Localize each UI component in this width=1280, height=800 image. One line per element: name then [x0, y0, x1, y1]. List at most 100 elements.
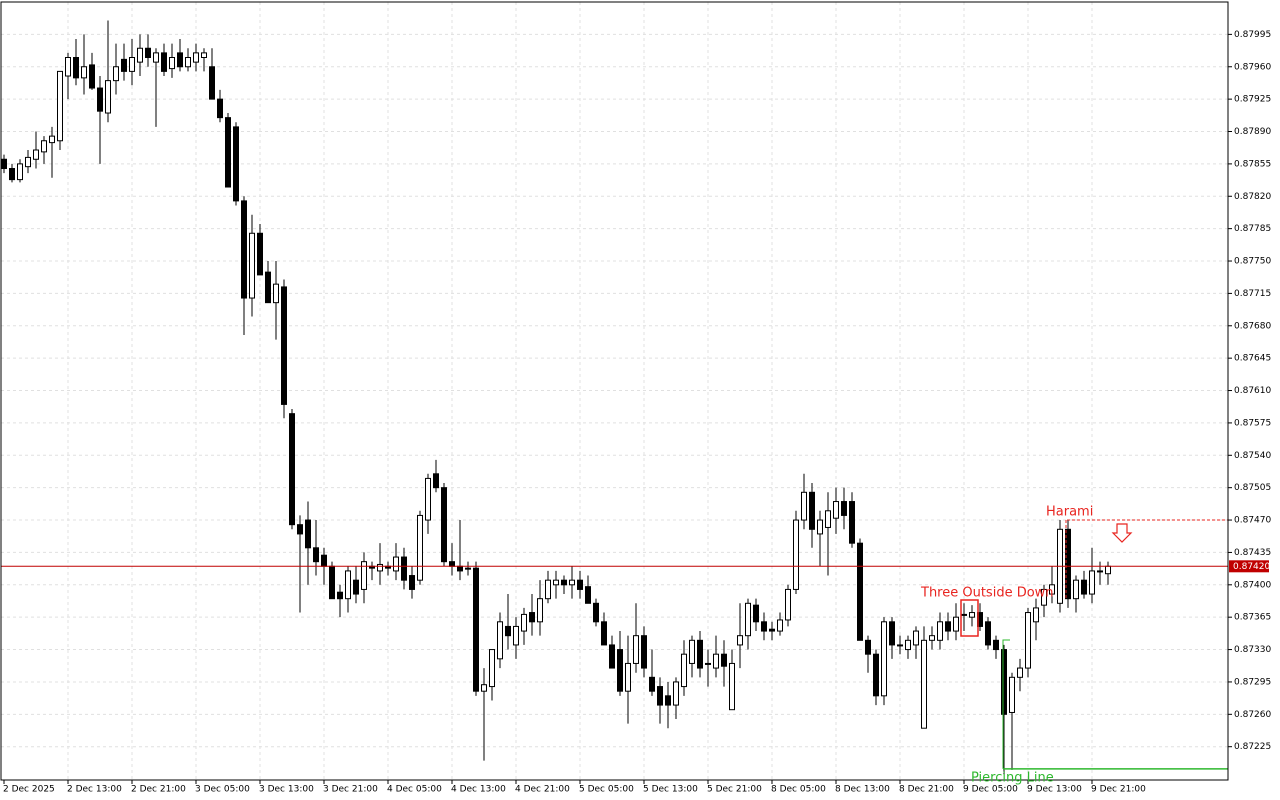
candle-body [433, 473, 439, 489]
x-tick-label: 9 Dec 13:00 [1027, 785, 1082, 795]
candle-body [1049, 584, 1055, 595]
candle-body [257, 232, 263, 276]
x-tick-label: 5 Dec 13:00 [643, 785, 698, 795]
overlays [1, 519, 1228, 770]
candle-body [897, 644, 903, 647]
candle-body [577, 579, 583, 590]
x-tick-label: 8 Dec 13:00 [835, 785, 890, 795]
candle-body [353, 579, 359, 595]
last-price-label: 0.87420 [1233, 562, 1270, 572]
candle-body [265, 271, 271, 304]
y-tick-label: 0.87435 [1234, 548, 1271, 558]
y-tick-label: 0.87995 [1234, 30, 1271, 40]
candle-body [569, 579, 575, 586]
x-tick-label: 9 Dec 05:00 [963, 785, 1018, 795]
candle-body [985, 621, 991, 646]
candle-body [625, 662, 631, 692]
candle-body [1017, 667, 1023, 678]
candle-body [193, 52, 199, 63]
candle-body [529, 612, 535, 623]
candle-body [841, 501, 847, 516]
candle-body [273, 283, 279, 304]
y-tick-label: 0.87540 [1234, 451, 1271, 461]
candle-body [505, 625, 511, 637]
y-tick-label: 0.87925 [1234, 95, 1271, 105]
grid [1, 2, 1232, 784]
candle-body [641, 635, 647, 669]
candle-body [65, 57, 71, 77]
x-tick-label: 9 Dec 21:00 [1091, 785, 1146, 795]
candle-body [865, 639, 871, 655]
candle-body [1009, 676, 1015, 713]
piercing-line-label: Piercing Line [971, 771, 1054, 786]
candle-body [945, 621, 951, 632]
x-tick-label: 4 Dec 13:00 [451, 785, 506, 795]
candle-body [585, 586, 591, 604]
candle-body [633, 635, 639, 664]
candle-body [761, 621, 767, 632]
candle-body [1081, 579, 1087, 595]
candle-body [281, 286, 287, 405]
candle-body [209, 66, 215, 100]
y-tick-label: 0.87470 [1234, 516, 1271, 526]
candle-body [297, 524, 303, 535]
candle-body [825, 510, 831, 528]
piercing-bracket [1002, 639, 1010, 769]
candle-body [545, 579, 551, 600]
candle-body [705, 662, 711, 665]
candle-body [345, 570, 351, 600]
candle-body [673, 681, 679, 706]
x-tick-label: 2 Dec 13:00 [67, 785, 122, 795]
candle-body [113, 66, 119, 82]
candle-body [233, 126, 239, 202]
candle-body [481, 684, 487, 692]
x-tick-label: 2 Dec 2025 [3, 785, 55, 795]
x-tick-label: 4 Dec 21:00 [515, 785, 570, 795]
candle-body [921, 639, 927, 729]
candle-body [313, 547, 319, 563]
candle-body [593, 602, 599, 623]
candle-body [929, 635, 935, 641]
candle-body [689, 639, 695, 664]
y-tick-label: 0.87750 [1234, 257, 1271, 267]
harami-label: Harami [1046, 505, 1093, 520]
candle-body [105, 80, 111, 114]
candle-body [745, 602, 751, 637]
candle-body [785, 588, 791, 621]
candle-body [1, 158, 7, 170]
y-tick-label: 0.87260 [1234, 710, 1271, 720]
y-tick-label: 0.87680 [1234, 321, 1271, 331]
candle-body [361, 561, 367, 590]
candles [1, 20, 1111, 775]
candle-body [249, 232, 255, 299]
candle-body [905, 639, 911, 651]
candle-body [289, 413, 295, 526]
x-tick-label: 3 Dec 21:00 [323, 785, 378, 795]
candle-body [937, 621, 943, 641]
x-tick-label: 4 Dec 05:00 [387, 785, 442, 795]
x-tick-label: 2 Dec 21:00 [131, 785, 186, 795]
candle-body [129, 57, 135, 72]
candle-body [145, 47, 151, 59]
y-tick-label: 0.87785 [1234, 224, 1271, 234]
candle-body [881, 621, 887, 697]
y-tick-label: 0.87400 [1234, 580, 1271, 590]
x-tick-label: 8 Dec 05:00 [771, 785, 826, 795]
candle-body [81, 66, 87, 79]
candle-body [609, 644, 615, 669]
y-tick-label: 0.87960 [1234, 62, 1271, 72]
candle-body [57, 70, 63, 142]
candle-body [41, 140, 47, 153]
candle-body [401, 556, 407, 581]
candle-body [889, 621, 895, 646]
candle-body [121, 58, 127, 72]
candle-body [169, 57, 175, 70]
candle-body [1105, 565, 1111, 575]
candle-body [809, 491, 815, 530]
candle-body [1001, 649, 1007, 715]
candle-body [1033, 607, 1039, 623]
y-tick-label: 0.87330 [1234, 645, 1271, 655]
candle-body [225, 117, 231, 188]
